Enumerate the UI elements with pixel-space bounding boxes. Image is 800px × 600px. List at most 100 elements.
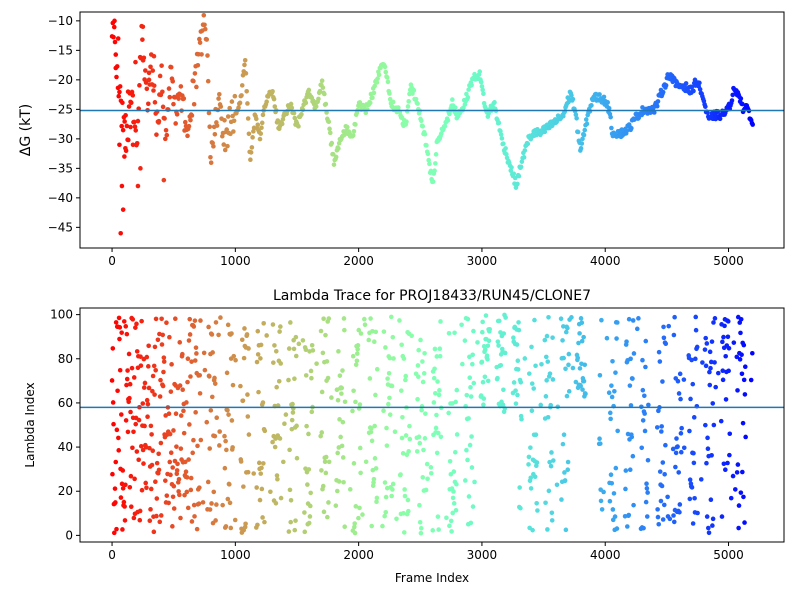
lambda-point [157, 519, 163, 525]
lambda-point [707, 382, 713, 388]
lambda-point [352, 524, 357, 530]
delta-g-point [224, 127, 230, 132]
lambda-point [210, 350, 215, 355]
lambda-point [223, 524, 229, 529]
delta-g-point [119, 183, 125, 189]
delta-g-point [344, 124, 350, 130]
lambda-point [610, 358, 615, 364]
lambda-point [466, 494, 472, 499]
lambda-point [309, 409, 315, 415]
lambda-point [640, 357, 645, 363]
lambda-point [194, 351, 199, 356]
lambda-point [531, 386, 537, 391]
lambda-point [144, 485, 149, 491]
lambda-point [543, 394, 549, 399]
lambda-point [462, 478, 468, 483]
lambda-point [310, 348, 316, 353]
lambda-point [127, 381, 133, 387]
lambda-point [177, 492, 182, 498]
lambda-point [308, 503, 313, 509]
lambda-point [399, 435, 405, 441]
delta-g-point [509, 165, 514, 170]
lambda-point [170, 524, 175, 529]
delta-g-point [499, 136, 505, 141]
lambda-point [278, 361, 284, 366]
lambda-point [292, 376, 297, 382]
delta-g-point [248, 150, 254, 155]
delta-g-point [326, 119, 332, 125]
delta-g-point [143, 68, 148, 73]
lambda-point [468, 385, 473, 390]
delta-g-point [322, 91, 327, 97]
lambda-point [125, 368, 130, 373]
lambda-point [387, 355, 393, 361]
lambda-point [485, 378, 491, 384]
delta-g-point [205, 78, 211, 84]
lambda-point [114, 526, 119, 532]
delta-g-point [144, 86, 150, 92]
lambda-point [288, 320, 293, 325]
lambda-point [738, 317, 744, 322]
delta-g-point [427, 161, 432, 167]
delta-g-point [260, 112, 266, 118]
lambda-point [304, 423, 309, 429]
delta-g-point [197, 36, 202, 42]
lambda-point [184, 489, 190, 495]
lambda-point [418, 337, 423, 343]
lambda-point [241, 355, 247, 361]
lambda-point [658, 498, 664, 504]
delta-g-point [292, 115, 298, 121]
delta-g-point [330, 151, 336, 157]
lambda-point [124, 376, 130, 382]
lambda-point [639, 445, 645, 451]
lambda-point [194, 526, 200, 532]
delta-g-point [202, 26, 208, 32]
lambda-point [677, 509, 682, 515]
lambda-point [389, 493, 394, 499]
delta-g-point [130, 93, 136, 98]
x-tick-label: 1000 [220, 548, 251, 562]
lambda-point [437, 388, 442, 393]
lambda-point [397, 318, 402, 323]
lambda-point [243, 521, 248, 527]
lambda-point [720, 368, 726, 374]
lambda-point [117, 336, 122, 342]
lambda-point [615, 320, 620, 325]
delta-g-point [202, 22, 207, 28]
lambda-point [187, 422, 192, 427]
lambda-point [227, 482, 232, 487]
lambda-point [112, 486, 118, 491]
lambda-point [532, 317, 537, 323]
lambda-point [687, 428, 692, 434]
x-tick-label: 3000 [467, 254, 498, 268]
lambda-point [144, 354, 150, 360]
lambda-point [146, 343, 151, 349]
delta-g-point [128, 124, 133, 130]
delta-g-point [424, 143, 429, 148]
lambda-point [323, 332, 328, 338]
delta-g-point [135, 118, 141, 124]
delta-g-point [296, 124, 301, 129]
lambda-point [721, 461, 727, 467]
lambda-point [386, 371, 392, 376]
delta-g-point [683, 81, 689, 86]
lambda-point [369, 438, 375, 444]
lambda-point [667, 516, 673, 522]
lambda-point [242, 326, 247, 331]
lambda-point [137, 517, 143, 523]
lambda-point [358, 331, 364, 336]
delta-g-point [433, 152, 439, 157]
lambda-point [223, 438, 228, 444]
delta-g-point [367, 100, 373, 106]
lambda-point [564, 393, 570, 399]
delta-g-point [185, 133, 190, 139]
lambda-point [676, 391, 682, 396]
lambda-point [177, 383, 183, 388]
lambda-point [255, 522, 260, 528]
lambda-point [404, 452, 410, 458]
delta-g-point [167, 94, 173, 100]
lambda-point [161, 355, 167, 360]
delta-g-point [134, 140, 140, 146]
lambda-point [735, 462, 741, 467]
lambda-point [710, 401, 716, 406]
